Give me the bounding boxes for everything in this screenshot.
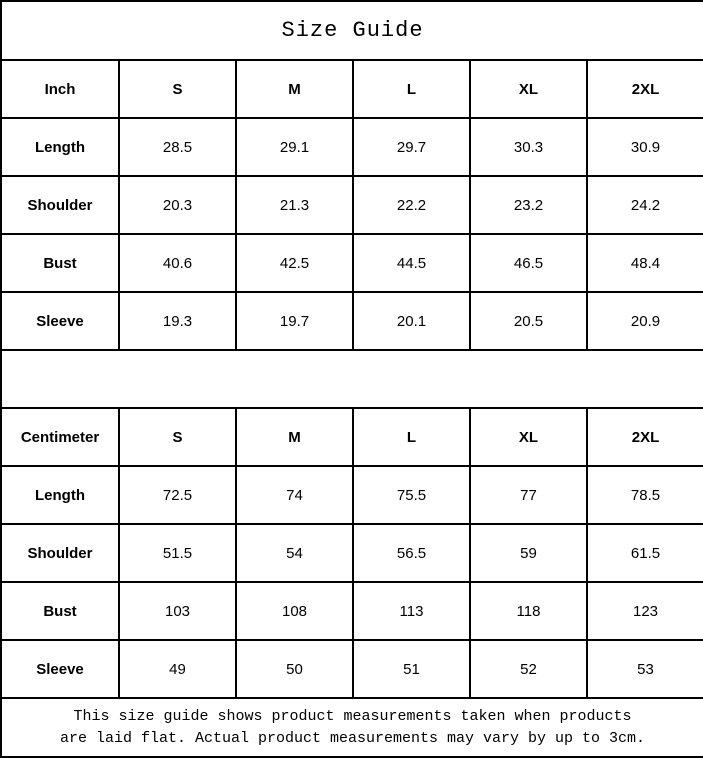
measurement-value: 20.3 <box>118 175 237 235</box>
centimeter-size-header-s: S <box>118 407 237 467</box>
measurement-label: Shoulder <box>0 175 120 235</box>
title-row: Size Guide <box>0 0 703 61</box>
table-row: Length 72.5 74 75.5 77 78.5 <box>0 465 703 525</box>
measurement-value: 30.3 <box>469 117 588 177</box>
footer-note-line2: are laid flat. Actual product measuremen… <box>59 729 646 747</box>
measurement-value: 20.5 <box>469 291 588 351</box>
measurement-label: Length <box>0 465 120 525</box>
inch-size-header-2xl: 2XL <box>585 59 703 119</box>
measurement-value: 29.1 <box>235 117 354 177</box>
centimeter-unit-header: Centimeter <box>0 407 120 467</box>
centimeter-size-header-m: M <box>235 407 354 467</box>
measurement-value: 77 <box>469 465 588 525</box>
measurement-value: 74 <box>235 465 354 525</box>
measurement-value: 113 <box>352 581 471 641</box>
measurement-value: 20.9 <box>585 291 703 351</box>
measurement-value: 46.5 <box>469 233 588 293</box>
centimeter-size-header-l: L <box>352 407 471 467</box>
measurement-label: Shoulder <box>0 523 120 583</box>
measurement-value: 49 <box>118 639 237 699</box>
table-row: Sleeve 49 50 51 52 53 <box>0 639 703 699</box>
inch-size-header-m: M <box>235 59 354 119</box>
table-row: Shoulder 51.5 54 56.5 59 61.5 <box>0 523 703 583</box>
measurement-value: 50 <box>235 639 354 699</box>
centimeter-header-row: Centimeter S M L XL 2XL <box>0 407 703 467</box>
footer-row: This size guide shows product measuremen… <box>0 697 703 758</box>
measurement-value: 61.5 <box>585 523 703 583</box>
measurement-value: 75.5 <box>352 465 471 525</box>
measurement-label: Length <box>0 117 120 177</box>
measurement-value: 30.9 <box>585 117 703 177</box>
measurement-value: 19.3 <box>118 291 237 351</box>
measurement-value: 53 <box>585 639 703 699</box>
measurement-value: 72.5 <box>118 465 237 525</box>
measurement-value: 24.2 <box>585 175 703 235</box>
measurement-value: 29.7 <box>352 117 471 177</box>
measurement-value: 52 <box>469 639 588 699</box>
measurement-value: 42.5 <box>235 233 354 293</box>
measurement-value: 23.2 <box>469 175 588 235</box>
measurement-value: 44.5 <box>352 233 471 293</box>
measurement-value: 103 <box>118 581 237 641</box>
table-row: Bust 103 108 113 118 123 <box>0 581 703 641</box>
measurement-value: 123 <box>585 581 703 641</box>
measurement-value: 51.5 <box>118 523 237 583</box>
spacer-cell <box>0 349 703 409</box>
inch-size-header-xl: XL <box>469 59 588 119</box>
measurement-value: 51 <box>352 639 471 699</box>
measurement-value: 54 <box>235 523 354 583</box>
measurement-label: Bust <box>0 233 120 293</box>
page-title: Size Guide <box>0 0 703 61</box>
measurement-label: Bust <box>0 581 120 641</box>
measurement-label: Sleeve <box>0 291 120 351</box>
measurement-value: 78.5 <box>585 465 703 525</box>
measurement-value: 21.3 <box>235 175 354 235</box>
table-row: Sleeve 19.3 19.7 20.1 20.5 20.9 <box>0 291 703 351</box>
measurement-value: 59 <box>469 523 588 583</box>
measurement-value: 56.5 <box>352 523 471 583</box>
centimeter-size-header-xl: XL <box>469 407 588 467</box>
inch-size-header-s: S <box>118 59 237 119</box>
measurement-value: 118 <box>469 581 588 641</box>
measurement-value: 28.5 <box>118 117 237 177</box>
measurement-label: Sleeve <box>0 639 120 699</box>
table-row: Shoulder 20.3 21.3 22.2 23.2 24.2 <box>0 175 703 235</box>
footer-note: This size guide shows product measuremen… <box>0 697 703 758</box>
table-row: Bust 40.6 42.5 44.5 46.5 48.4 <box>0 233 703 293</box>
measurement-value: 19.7 <box>235 291 354 351</box>
measurement-value: 22.2 <box>352 175 471 235</box>
inch-unit-header: Inch <box>0 59 120 119</box>
measurement-value: 20.1 <box>352 291 471 351</box>
inch-header-row: Inch S M L XL 2XL <box>0 59 703 119</box>
table-row: Length 28.5 29.1 29.7 30.3 30.9 <box>0 117 703 177</box>
inch-size-header-l: L <box>352 59 471 119</box>
measurement-value: 40.6 <box>118 233 237 293</box>
measurement-value: 108 <box>235 581 354 641</box>
spacer-row <box>0 349 703 409</box>
footer-note-line1: This size guide shows product measuremen… <box>73 707 632 725</box>
measurement-value: 48.4 <box>585 233 703 293</box>
centimeter-size-header-2xl: 2XL <box>585 407 703 467</box>
